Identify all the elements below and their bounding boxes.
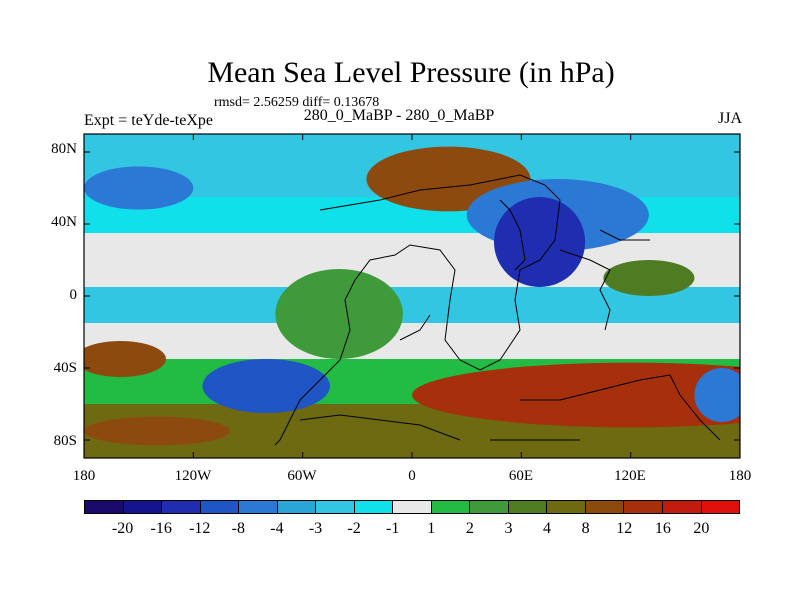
colorbar-box bbox=[123, 501, 163, 513]
colorbar-box bbox=[277, 501, 317, 513]
colorbar-box bbox=[624, 501, 663, 513]
colorbar-box bbox=[470, 501, 509, 513]
colorbar-label: -2 bbox=[347, 520, 361, 537]
colorbar-label: 16 bbox=[654, 520, 671, 537]
colorbar-box bbox=[393, 501, 432, 513]
field-feature-2 bbox=[494, 197, 586, 287]
colorbar-label: 2 bbox=[465, 520, 474, 537]
experiment-label: Expt = teYde-teXpe bbox=[84, 112, 213, 129]
colorbar-label: 1 bbox=[427, 520, 436, 537]
colorbar-label: 8 bbox=[581, 520, 590, 537]
colorbar-label: -8 bbox=[231, 520, 245, 537]
field-feature-8 bbox=[84, 416, 230, 446]
colorbar-box bbox=[701, 501, 740, 513]
colorbar-label: 3 bbox=[504, 520, 513, 537]
lon-label-180e: 180 bbox=[728, 468, 752, 484]
page-title: Mean Sea Level Pressure (in hPa) bbox=[207, 56, 615, 89]
colorbar-box bbox=[585, 501, 625, 513]
colorbar-box bbox=[316, 501, 355, 513]
colorbar-label: -20 bbox=[111, 520, 134, 537]
lon-label-120w: 120W bbox=[174, 468, 212, 484]
colorbar-label: -4 bbox=[270, 520, 284, 537]
colorbar-box bbox=[239, 501, 278, 513]
colorbar-box bbox=[200, 501, 240, 513]
field-feature-5 bbox=[412, 362, 740, 428]
colorbar bbox=[84, 500, 740, 514]
stats-text: rmsd= 2.56259 diff= 0.13678 bbox=[214, 95, 380, 110]
colorbar-label: -12 bbox=[189, 520, 211, 537]
colorbar-label: -3 bbox=[308, 520, 323, 537]
pressure-field bbox=[84, 134, 740, 458]
lat-label-80n: 80N bbox=[51, 141, 77, 157]
lat-label-0: 0 bbox=[69, 287, 78, 303]
colorbar-label: 4 bbox=[543, 520, 552, 537]
lon-label-120e: 120E bbox=[614, 468, 646, 484]
colorbar-label: 20 bbox=[693, 520, 710, 537]
colorbar-box bbox=[547, 501, 586, 513]
field-feature-6 bbox=[84, 341, 166, 377]
lon-label-180w: 180 bbox=[72, 468, 96, 484]
colorbar-box bbox=[508, 501, 548, 513]
field-band-4 bbox=[84, 323, 740, 359]
colorbar-box bbox=[162, 501, 201, 513]
field-feature-7 bbox=[202, 359, 330, 413]
colorbar-box bbox=[85, 501, 124, 513]
lat-label-40s: 40S bbox=[53, 360, 77, 376]
center-label: 280_0_MaBP - 280_0_MaBP bbox=[303, 107, 495, 124]
colorbar-label: -1 bbox=[386, 520, 400, 537]
lon-label-60e: 60E bbox=[508, 468, 534, 484]
lat-label-40n: 40N bbox=[51, 214, 77, 230]
lat-label-80s: 80S bbox=[53, 433, 77, 449]
axis-ticks bbox=[83, 134, 741, 458]
colorbar-label: -16 bbox=[150, 520, 172, 537]
colorbar-label: 12 bbox=[616, 520, 633, 537]
field-feature-3 bbox=[84, 166, 194, 210]
colorbar-box bbox=[431, 501, 471, 513]
field-feature-10 bbox=[603, 260, 695, 296]
lon-label-60w: 60W bbox=[287, 468, 317, 484]
coastlines bbox=[274, 174, 721, 446]
season-label: JJA bbox=[717, 110, 742, 127]
field-feature-9 bbox=[694, 368, 740, 422]
colorbar-box bbox=[354, 501, 394, 513]
lon-label-0: 0 bbox=[408, 468, 416, 484]
colorbar-box bbox=[662, 501, 702, 513]
field-feature-4 bbox=[275, 269, 403, 359]
